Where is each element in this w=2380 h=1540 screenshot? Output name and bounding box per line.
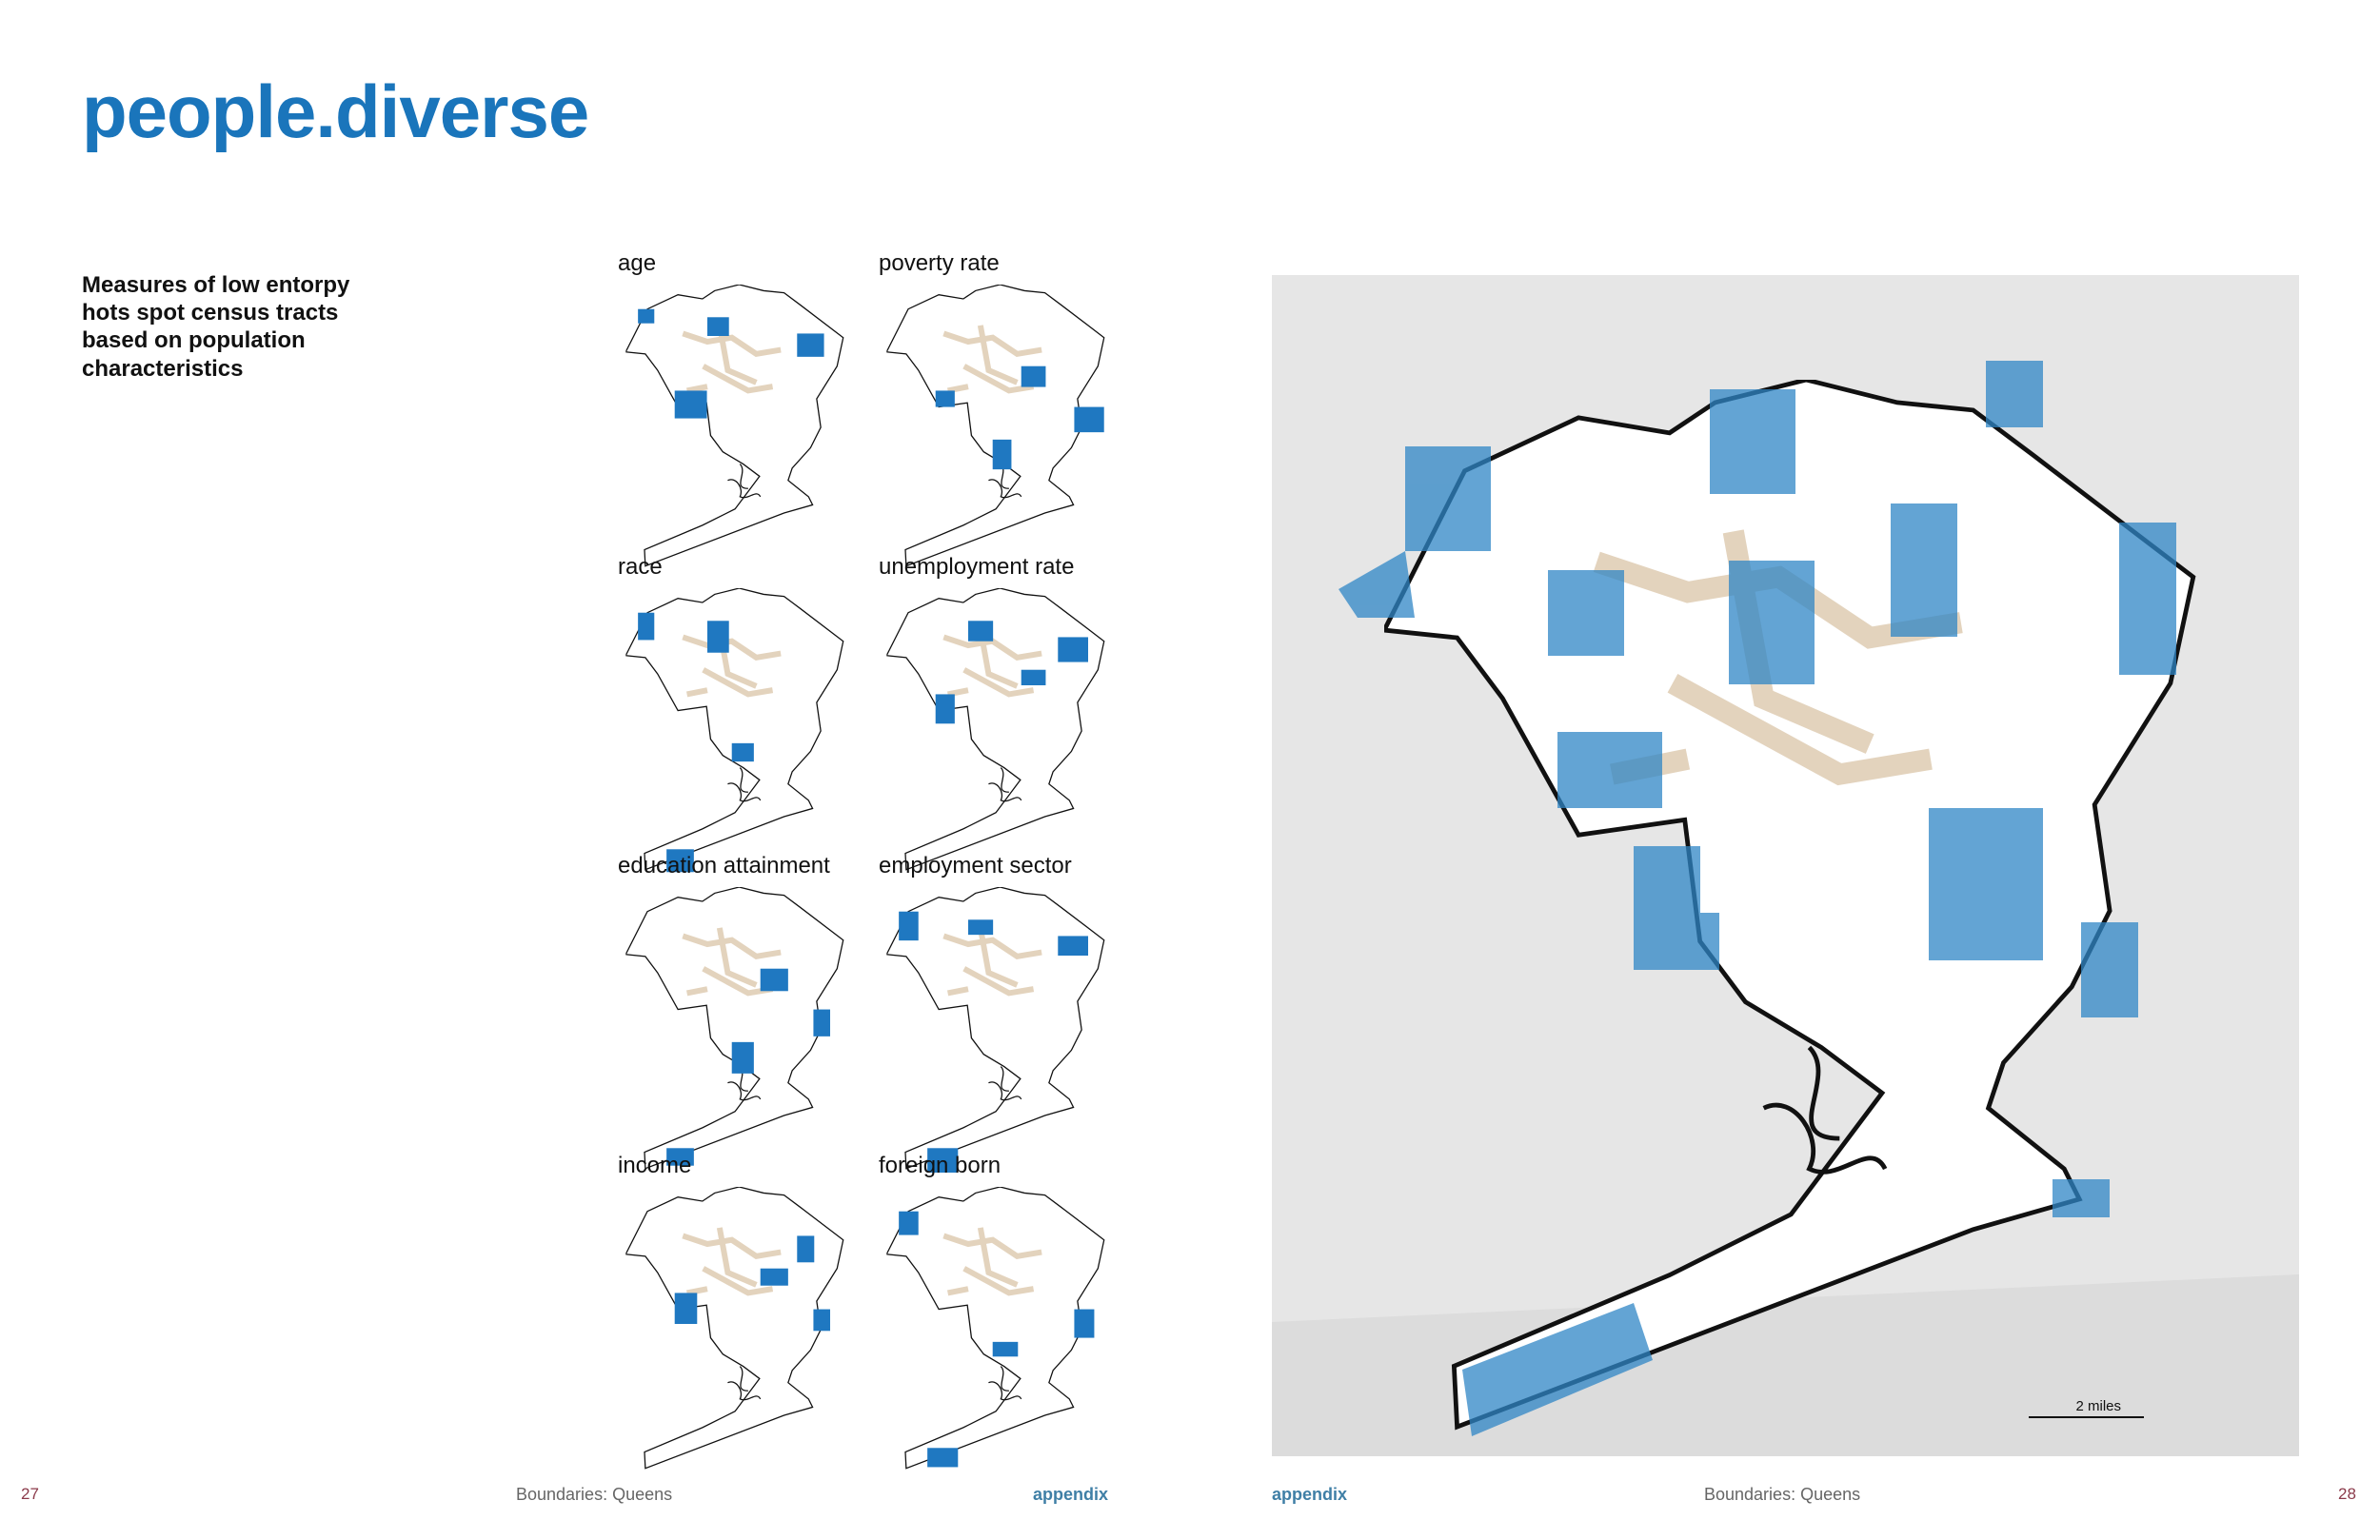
page-number: 28 <box>2338 1485 2356 1503</box>
intro-line: based on population <box>82 327 306 353</box>
hotspot <box>1021 669 1046 685</box>
footer-source: Boundaries: Queens <box>516 1485 673 1504</box>
hotspot <box>968 621 994 642</box>
hotspot <box>927 1448 959 1468</box>
hotspot <box>927 1148 959 1173</box>
footer-section: appendix <box>1272 1485 1348 1504</box>
hotspot <box>731 742 754 762</box>
map-label: education attainment <box>618 853 830 879</box>
intro-line: characteristics <box>82 356 244 382</box>
page-number: 27 <box>21 1485 39 1503</box>
hotspot <box>760 1268 788 1286</box>
hotspot <box>992 1341 1019 1357</box>
map-label: foreign born <box>879 1153 1002 1178</box>
hotspot <box>992 439 1012 470</box>
hotspot <box>899 911 919 941</box>
small-map <box>883 887 1111 1173</box>
small-map <box>622 887 850 1173</box>
hotspot <box>666 1148 694 1166</box>
hotspot <box>674 1293 698 1324</box>
intro-line: Measures of low entorpy <box>82 272 350 298</box>
hotspot <box>638 308 655 324</box>
hotspot <box>666 849 694 873</box>
small-map <box>622 1187 850 1472</box>
small-map <box>883 1187 1111 1472</box>
hotspot <box>935 390 955 407</box>
small-map <box>883 285 1111 570</box>
map-label: race <box>618 554 663 580</box>
footer-source: Boundaries: Queens <box>1704 1485 1861 1504</box>
scale-label: 2 miles <box>2075 1398 2121 1414</box>
small-map <box>622 588 850 874</box>
hotspot <box>1058 936 1088 956</box>
hotspot <box>1074 406 1104 433</box>
hotspot <box>1058 637 1088 662</box>
hotspot <box>935 694 955 724</box>
hotspot <box>899 1211 919 1235</box>
intro-line: hots spot census tracts <box>82 300 339 326</box>
large-map: 2 miles <box>1272 275 2299 1456</box>
page-title: people.diverse <box>82 69 589 153</box>
map-label: age <box>618 250 657 276</box>
small-map <box>883 588 1111 874</box>
hotspot <box>731 1041 754 1074</box>
hotspot <box>797 1235 815 1263</box>
hotspot <box>797 333 824 357</box>
hotspot <box>674 390 707 419</box>
footer-section: appendix <box>1033 1485 1109 1504</box>
hotspot <box>760 968 788 992</box>
map-label: income <box>618 1153 692 1178</box>
hotspot <box>1021 365 1046 387</box>
hotspot <box>968 919 994 936</box>
hotspot <box>813 1309 830 1332</box>
hotspots <box>1339 361 2176 1436</box>
map-label: employment sector <box>879 853 1072 879</box>
map-label: unemployment rate <box>879 554 1075 580</box>
hotspot <box>1074 1309 1095 1338</box>
hotspot <box>707 621 729 653</box>
hotspot <box>813 1009 830 1037</box>
hotspot <box>638 612 655 641</box>
map-label: poverty rate <box>879 250 1000 276</box>
small-map <box>622 285 850 570</box>
hotspot <box>707 317 729 336</box>
